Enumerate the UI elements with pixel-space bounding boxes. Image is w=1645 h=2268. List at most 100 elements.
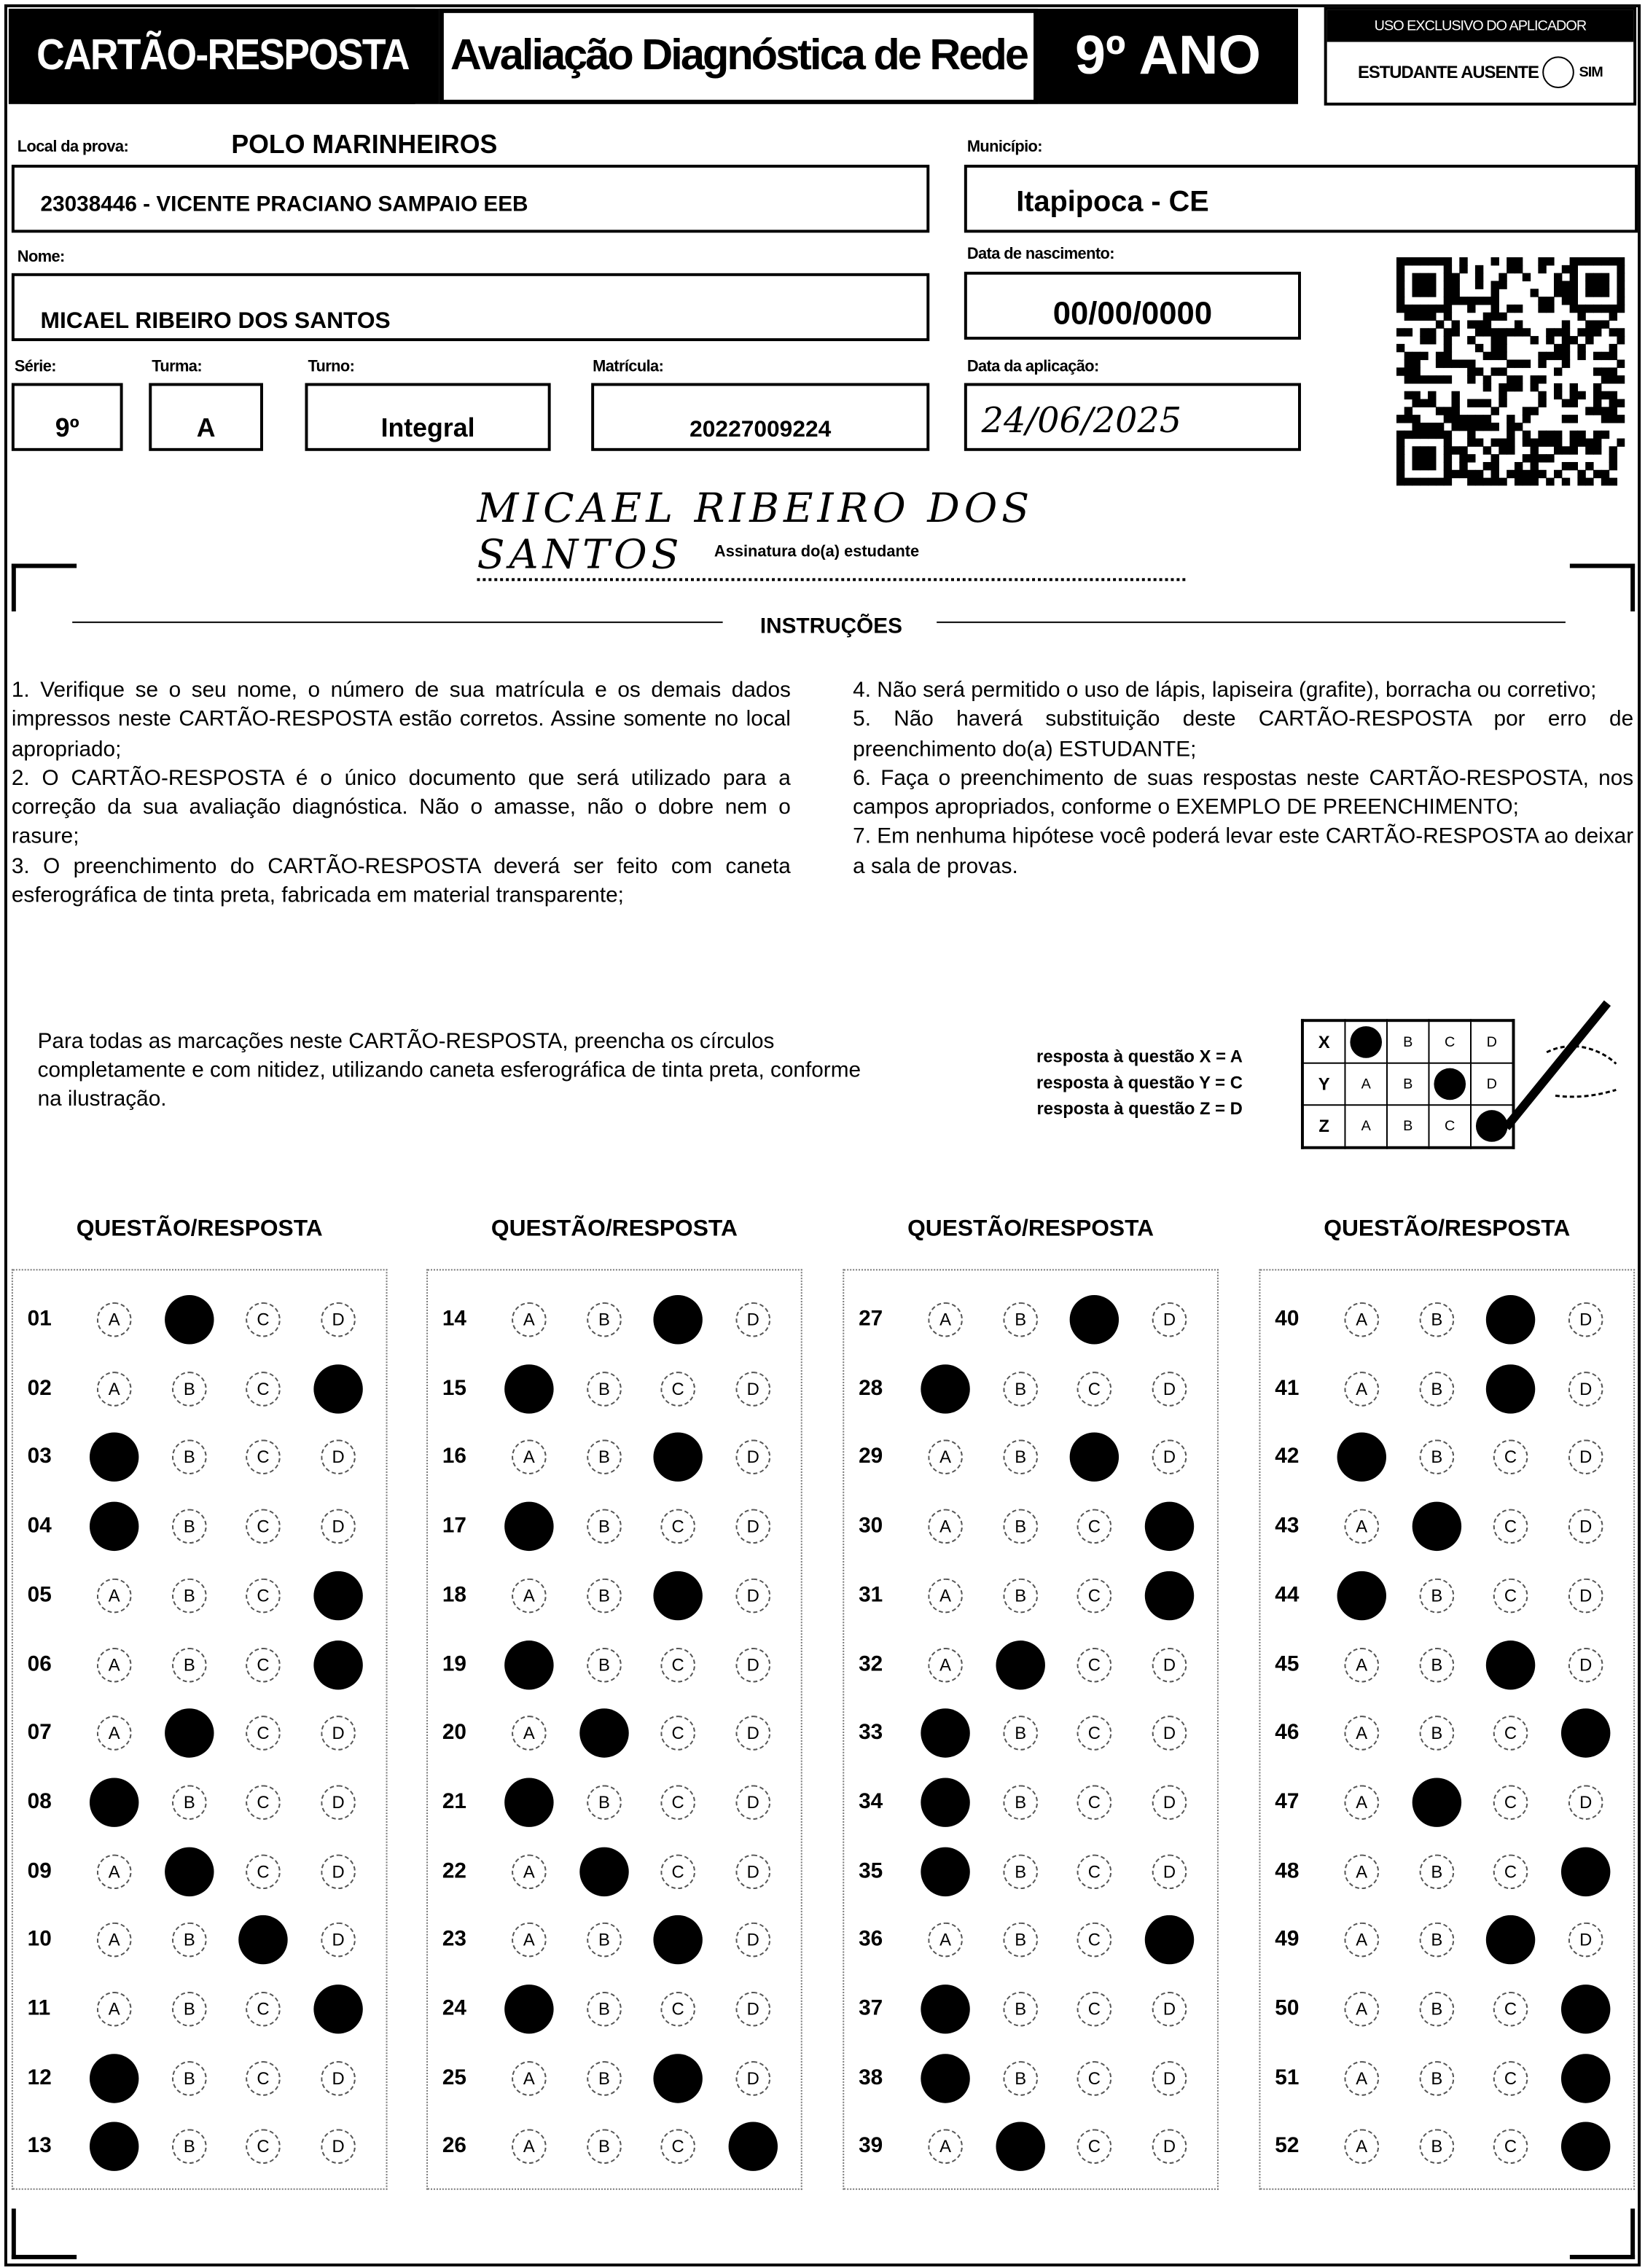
bubble-d[interactable]: D: [735, 1509, 771, 1544]
bubble-a-marked[interactable]: [89, 1433, 139, 1482]
bubble-a[interactable]: A: [1344, 1646, 1380, 1682]
bubble-b[interactable]: B: [1003, 1371, 1039, 1407]
bubble-a[interactable]: A: [512, 2130, 547, 2165]
bubble-a[interactable]: A: [512, 1923, 547, 1958]
bubble-a[interactable]: A: [96, 1646, 132, 1682]
bubble-b-marked[interactable]: [1412, 1778, 1462, 1827]
bubble-c[interactable]: C: [1077, 1991, 1112, 2027]
bubble-b[interactable]: B: [1003, 1923, 1039, 1958]
bubble-a[interactable]: A: [96, 1716, 132, 1751]
bubble-a[interactable]: A: [96, 1991, 132, 2027]
bubble-b-marked[interactable]: [165, 1846, 214, 1896]
bubble-a-marked[interactable]: [504, 1364, 554, 1414]
bubble-c-marked[interactable]: [653, 1571, 703, 1620]
bubble-a-marked[interactable]: [1337, 1433, 1386, 1482]
bubble-a-marked[interactable]: [504, 1778, 554, 1827]
bubble-d[interactable]: D: [321, 1302, 356, 1337]
bubble-a[interactable]: A: [96, 1302, 132, 1337]
bubble-d[interactable]: D: [1568, 1371, 1603, 1407]
bubble-d-marked[interactable]: [313, 1640, 363, 1689]
bubble-c[interactable]: C: [1077, 2060, 1112, 2096]
bubble-d-marked[interactable]: [1560, 1846, 1611, 1896]
bubble-c[interactable]: C: [660, 1509, 695, 1544]
bubble-a-marked[interactable]: [89, 2053, 139, 2103]
bubble-b[interactable]: B: [587, 1785, 622, 1820]
bubble-d[interactable]: D: [1152, 1785, 1187, 1820]
bubble-d-marked[interactable]: [728, 2122, 778, 2172]
bubble-a[interactable]: A: [96, 1923, 132, 1958]
bubble-c[interactable]: C: [660, 1853, 695, 1889]
bubble-d-marked[interactable]: [1560, 2122, 1611, 2172]
bubble-a-marked[interactable]: [921, 2053, 970, 2103]
bubble-b[interactable]: B: [1419, 1923, 1455, 1958]
bubble-c-marked[interactable]: [653, 1295, 703, 1345]
bubble-c[interactable]: C: [1493, 2060, 1528, 2096]
bubble-c[interactable]: C: [246, 1785, 281, 1820]
bubble-b[interactable]: B: [587, 1991, 622, 2027]
bubble-b[interactable]: B: [1419, 1302, 1455, 1337]
bubble-c[interactable]: C: [1493, 1578, 1528, 1613]
bubble-a-marked[interactable]: [921, 1984, 970, 2034]
bubble-b-marked[interactable]: [996, 1640, 1045, 1689]
bubble-a[interactable]: A: [1344, 1853, 1380, 1889]
bubble-d-marked[interactable]: [1144, 1915, 1195, 1965]
bubble-a-marked[interactable]: [504, 1501, 554, 1552]
bubble-a[interactable]: A: [928, 1578, 963, 1613]
bubble-b[interactable]: B: [1003, 1302, 1039, 1337]
bubble-d[interactable]: D: [1568, 1923, 1603, 1958]
bubble-c[interactable]: C: [246, 1578, 281, 1613]
bubble-b[interactable]: B: [1419, 2130, 1455, 2165]
bubble-c-marked[interactable]: [1485, 1915, 1536, 1965]
bubble-a-marked[interactable]: [504, 1984, 554, 2034]
bubble-c[interactable]: C: [246, 1509, 281, 1544]
bubble-d-marked[interactable]: [313, 1571, 363, 1620]
bubble-d[interactable]: D: [735, 1646, 771, 1682]
bubble-a[interactable]: A: [512, 2060, 547, 2096]
bubble-d[interactable]: D: [735, 2060, 771, 2096]
bubble-c[interactable]: C: [1493, 1509, 1528, 1544]
bubble-a[interactable]: A: [1344, 1923, 1380, 1958]
bubble-d[interactable]: D: [321, 1923, 356, 1958]
bubble-c[interactable]: C: [1077, 2130, 1112, 2165]
bubble-b[interactable]: B: [1003, 1785, 1039, 1820]
bubble-b-marked[interactable]: [579, 1846, 629, 1896]
bubble-c-marked[interactable]: [1485, 1364, 1536, 1414]
bubble-b-marked[interactable]: [1412, 1501, 1462, 1552]
bubble-d[interactable]: D: [1568, 1785, 1603, 1820]
bubble-a[interactable]: A: [1344, 1371, 1380, 1407]
bubble-c[interactable]: C: [246, 2060, 281, 2096]
bubble-c[interactable]: C: [246, 1853, 281, 1889]
bubble-c-marked[interactable]: [238, 1915, 288, 1965]
bubble-b[interactable]: B: [172, 1991, 207, 2027]
bubble-b[interactable]: B: [172, 1371, 207, 1407]
bubble-b[interactable]: B: [1003, 1578, 1039, 1613]
bubble-a[interactable]: A: [1344, 1991, 1380, 2027]
bubble-d[interactable]: D: [1568, 1578, 1603, 1613]
bubble-b[interactable]: B: [587, 1646, 622, 1682]
bubble-a[interactable]: A: [1344, 2130, 1380, 2165]
bubble-b[interactable]: B: [1003, 1509, 1039, 1544]
bubble-a[interactable]: A: [512, 1853, 547, 1889]
bubble-d-marked[interactable]: [313, 1364, 363, 1414]
bubble-c-marked[interactable]: [1485, 1295, 1536, 1345]
bubble-a[interactable]: A: [1344, 1509, 1380, 1544]
bubble-d[interactable]: D: [1152, 1302, 1187, 1337]
bubble-b[interactable]: B: [172, 2130, 207, 2165]
bubble-b[interactable]: B: [1419, 1440, 1455, 1475]
bubble-c[interactable]: C: [1493, 2130, 1528, 2165]
bubble-d-marked[interactable]: [1560, 1708, 1611, 1759]
bubble-c[interactable]: C: [660, 1785, 695, 1820]
bubble-d[interactable]: D: [1152, 1646, 1187, 1682]
bubble-a[interactable]: A: [928, 1440, 963, 1475]
bubble-d-marked[interactable]: [1560, 2053, 1611, 2103]
bubble-c[interactable]: C: [246, 1991, 281, 2027]
bubble-a-marked[interactable]: [89, 1778, 139, 1827]
bubble-b[interactable]: B: [172, 1785, 207, 1820]
bubble-b[interactable]: B: [1419, 1646, 1455, 1682]
bubble-d[interactable]: D: [735, 1716, 771, 1751]
bubble-d[interactable]: D: [1152, 1853, 1187, 1889]
bubble-b[interactable]: B: [1419, 1853, 1455, 1889]
bubble-a[interactable]: A: [96, 1853, 132, 1889]
bubble-b[interactable]: B: [587, 1923, 622, 1958]
bubble-d[interactable]: D: [735, 1991, 771, 2027]
